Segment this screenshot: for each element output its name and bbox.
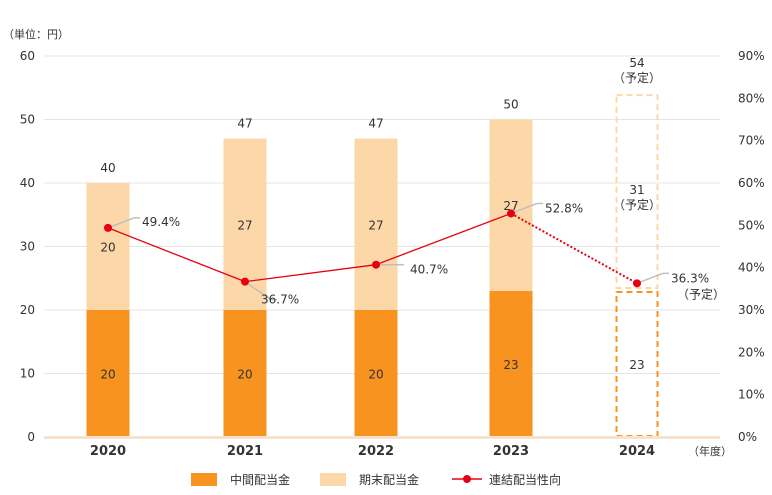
bar-interim <box>489 290 533 437</box>
payout-leader-line <box>244 281 272 301</box>
x-tick-label: 2021 <box>227 444 263 459</box>
payout-ratio-label: 40.7% <box>410 263 448 277</box>
x-tick-label: 2022 <box>358 444 394 459</box>
payout-leader-line <box>107 217 135 229</box>
planned-note: （予定） <box>613 197 661 212</box>
payout-point <box>372 260 380 269</box>
payout-ratio-label: 36.7% <box>261 293 299 307</box>
bar-total-label: 40 <box>100 161 115 175</box>
y-right-tick-label: 40% <box>738 261 765 275</box>
bar-total-label: 47 <box>368 117 383 131</box>
planned-note: （予定） <box>613 70 661 85</box>
y-right-tick-label: 20% <box>738 345 765 359</box>
y-left-tick-label: 60 <box>20 49 35 63</box>
x-tick-label: 2023 <box>493 444 529 459</box>
bar-year-end <box>354 138 398 310</box>
legend-swatch-year-end <box>320 473 346 486</box>
x-tick-label: 2024 <box>619 444 655 459</box>
payout-point <box>507 209 515 218</box>
y-right-tick-label: 70% <box>738 134 765 148</box>
y-unit-label: （単位：円） <box>3 27 69 41</box>
bar-interim-label: 20 <box>368 368 383 382</box>
bar-year-end <box>489 119 533 291</box>
bar-interim <box>354 310 398 437</box>
payout-leader-line <box>636 272 664 285</box>
payout-ratio-label: 36.3% <box>671 271 709 285</box>
payout-point <box>633 279 641 288</box>
bar-year-end <box>86 183 130 310</box>
bar-interim-label: 23 <box>629 358 644 372</box>
legend-swatch-interim <box>191 473 217 486</box>
legend-label-interim: 中間配当金 <box>230 472 290 487</box>
legend-label-year-end: 期末配当金 <box>359 472 419 487</box>
y-right-tick-label: 0% <box>738 430 757 444</box>
payout-line-segment <box>375 212 512 266</box>
bar-total-label: 50 <box>503 98 518 112</box>
bar-year-end-label: 27 <box>368 218 383 232</box>
bar-year-end-label: 27 <box>237 218 252 232</box>
legend-marker-payout <box>463 475 471 483</box>
y-right-tick-label: 60% <box>738 176 765 190</box>
y-left-tick-label: 0 <box>27 430 35 444</box>
legend-label-payout: 連結配当性向 <box>489 472 561 487</box>
y-left-tick-label: 20 <box>20 303 35 317</box>
bar-interim-label: 20 <box>237 368 252 382</box>
y-right-tick-label: 50% <box>738 218 765 232</box>
payout-line-segment <box>510 212 638 285</box>
y-right-tick-label: 90% <box>738 49 765 63</box>
bar-year-end-label: 27 <box>503 199 518 213</box>
baseline <box>44 436 720 439</box>
x-unit-label: （年度） <box>688 444 732 458</box>
payout-ratio-label: 49.4% <box>142 215 180 229</box>
bar-interim-label: 23 <box>503 358 518 372</box>
payout-line-segment <box>244 264 377 283</box>
y-left-tick-label: 10 <box>20 367 35 381</box>
planned-note: （予定） <box>677 286 725 301</box>
bar-year-end-label: 20 <box>100 241 115 255</box>
bar-interim-label: 20 <box>100 368 115 382</box>
y-right-tick-label: 10% <box>738 388 765 402</box>
payout-point <box>104 223 112 232</box>
bar-interim <box>223 310 267 437</box>
payout-ratio-label: 52.8% <box>545 201 583 215</box>
y-right-tick-label: 80% <box>738 91 765 105</box>
x-tick-label: 2020 <box>90 444 126 459</box>
payout-point <box>241 277 249 286</box>
y-left-tick-label: 50 <box>20 113 35 127</box>
bar-year-end-planned <box>615 94 659 289</box>
y-right-tick-label: 30% <box>738 303 765 317</box>
bar-total-label: 47 <box>237 117 252 131</box>
y-left-tick-label: 40 <box>20 176 35 190</box>
bar-interim <box>86 310 130 437</box>
bar-total-label: 54 <box>629 56 644 70</box>
y-left-tick-label: 30 <box>20 240 35 254</box>
bar-year-end-label: 31 <box>629 183 644 197</box>
payout-leader-line <box>510 202 538 215</box>
payout-line-segment <box>107 227 246 283</box>
